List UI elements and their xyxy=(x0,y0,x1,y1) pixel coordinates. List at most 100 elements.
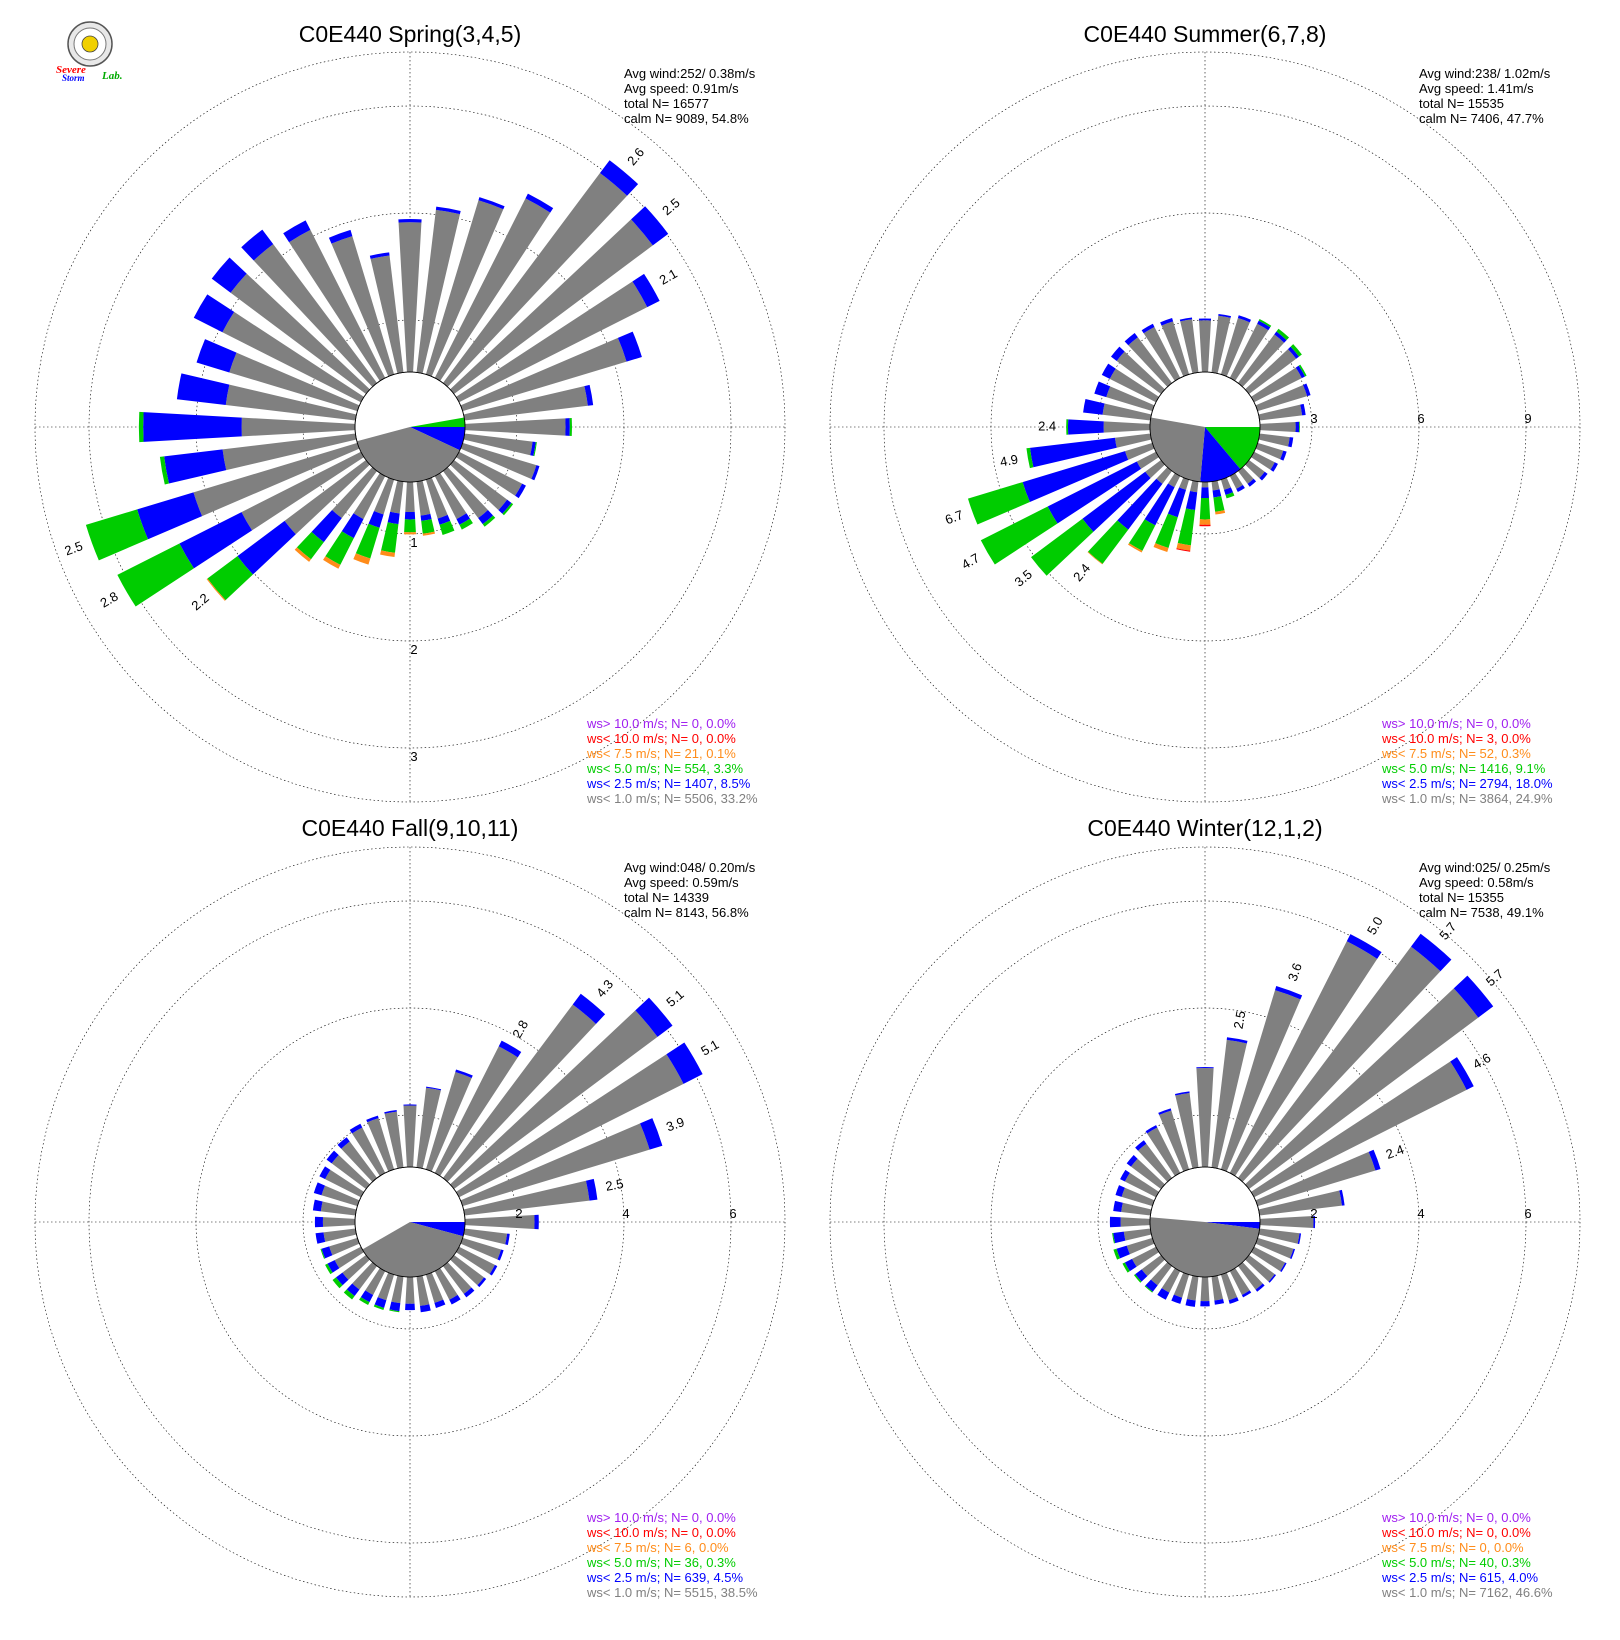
wind-bar xyxy=(1145,1125,1158,1134)
wind-bar xyxy=(1171,1294,1183,1304)
wind-bar xyxy=(241,417,356,437)
wind-bar xyxy=(1288,437,1294,448)
wind-bar xyxy=(1176,543,1191,551)
lab-logo: Severe Storm Lab. xyxy=(56,21,122,83)
wind-bar xyxy=(1117,478,1163,530)
wind-bar xyxy=(1128,519,1156,551)
stat-line: Avg speed: 1.41m/s xyxy=(1419,81,1534,96)
wind-bar xyxy=(525,193,554,213)
wind-bar xyxy=(1251,451,1275,470)
wind-bar xyxy=(389,1309,400,1313)
wind-bar xyxy=(442,1004,596,1182)
wind-bar xyxy=(416,1275,430,1306)
wind-bar xyxy=(1143,326,1181,381)
wind-bar xyxy=(1276,328,1290,341)
wind-bar xyxy=(368,510,384,528)
wind-bar xyxy=(1135,1269,1148,1282)
wind-bar xyxy=(1237,467,1254,484)
wind-bar xyxy=(225,384,357,421)
wind-bar xyxy=(498,1040,522,1058)
wind-bar xyxy=(1133,1274,1142,1283)
wind-bar xyxy=(502,502,514,516)
wind-bar xyxy=(323,556,341,569)
peak-label: 2.5 xyxy=(1231,1010,1249,1030)
wind-bar xyxy=(1112,1232,1115,1244)
wind-bar xyxy=(463,386,588,421)
wind-bar xyxy=(1047,461,1142,524)
wind-bar xyxy=(1255,1151,1376,1207)
wind-bar xyxy=(1258,319,1272,328)
wind-bar xyxy=(1245,988,1479,1190)
wind-bar xyxy=(1173,1272,1190,1298)
wind-bar xyxy=(331,236,395,377)
wind-bar xyxy=(1295,365,1306,379)
wind-bar xyxy=(425,1072,472,1172)
wind-bar xyxy=(1113,1200,1123,1213)
ring-label: 4 xyxy=(1417,1206,1424,1221)
wind-bar xyxy=(289,229,386,381)
wind-bar xyxy=(380,550,395,558)
wind-bar xyxy=(1201,487,1209,499)
wind-bar xyxy=(1120,1169,1130,1182)
wind-bar xyxy=(1339,1189,1345,1206)
wind-bar xyxy=(1237,315,1251,323)
wind-bar xyxy=(1275,985,1303,1000)
wind-bar xyxy=(456,1054,684,1198)
legend-entry: ws> 10.0 m/s; N= 0, 0.0% xyxy=(586,1510,736,1525)
wind-bar xyxy=(341,1141,378,1182)
wind-bar xyxy=(967,482,1030,525)
wind-bar xyxy=(311,509,342,543)
legend-entry: ws< 2.5 m/s; N= 639, 4.5% xyxy=(586,1570,744,1585)
wind-bar xyxy=(206,578,226,601)
ring-label: 6 xyxy=(729,1206,736,1221)
wind-bar xyxy=(164,449,227,484)
wind-bar xyxy=(1313,1215,1316,1229)
wind-bar xyxy=(421,519,435,534)
ring-label: 2 xyxy=(515,1206,522,1221)
wind-bar xyxy=(1126,1237,1155,1255)
windrose-panel: C0E440 Summer(6,7,8)3 6 92.44.96.74.73.5 2.… xyxy=(829,21,1581,806)
wind-bar xyxy=(1211,315,1231,374)
wind-bar xyxy=(1255,384,1308,412)
wind-bar xyxy=(1109,368,1159,403)
wind-bar xyxy=(1082,471,1151,532)
wind-bar xyxy=(389,1301,401,1312)
wind-bar xyxy=(1125,442,1155,460)
wind-bar xyxy=(1258,404,1303,421)
wind-bar xyxy=(478,197,505,210)
legend-entry: ws< 10.0 m/s; N= 0, 0.0% xyxy=(1381,1525,1531,1540)
wind-bar xyxy=(1245,349,1297,395)
wind-bar xyxy=(1126,1155,1138,1167)
wind-bar xyxy=(569,417,572,437)
ring-label: 6 xyxy=(1524,1206,1531,1221)
calm-circle-outline xyxy=(354,371,466,483)
wind-bar xyxy=(117,543,194,607)
wind-bar xyxy=(434,1299,446,1308)
wind-bar xyxy=(1138,1143,1173,1182)
calm-pie-slice xyxy=(1205,1222,1260,1229)
calm-pie-slice xyxy=(1150,1217,1260,1277)
wind-bar xyxy=(1450,1057,1474,1090)
wind-bar xyxy=(404,532,416,535)
wind-bar xyxy=(534,1214,539,1230)
wind-bar xyxy=(1220,1272,1238,1301)
wind-bar xyxy=(1161,1268,1181,1293)
wind-bar xyxy=(1114,433,1152,448)
grid-ring xyxy=(1097,319,1313,535)
panel-title: C0E440 Fall(9,10,11) xyxy=(302,815,519,841)
wind-bar xyxy=(1211,1039,1247,1169)
wind-bar xyxy=(312,1199,323,1212)
wind-bar xyxy=(425,200,504,377)
wind-bar xyxy=(1251,1061,1467,1198)
wind-bar xyxy=(456,1246,495,1275)
wind-bar xyxy=(1196,1066,1214,1069)
wind-bar xyxy=(365,1268,386,1295)
wind-bar xyxy=(1211,480,1220,491)
wind-bar xyxy=(1299,421,1300,433)
wind-bar xyxy=(342,1254,370,1280)
wind-bar xyxy=(337,1137,350,1149)
wind-bar xyxy=(1128,337,1173,387)
wind-bar xyxy=(463,1180,590,1216)
wind-bar xyxy=(370,255,404,374)
